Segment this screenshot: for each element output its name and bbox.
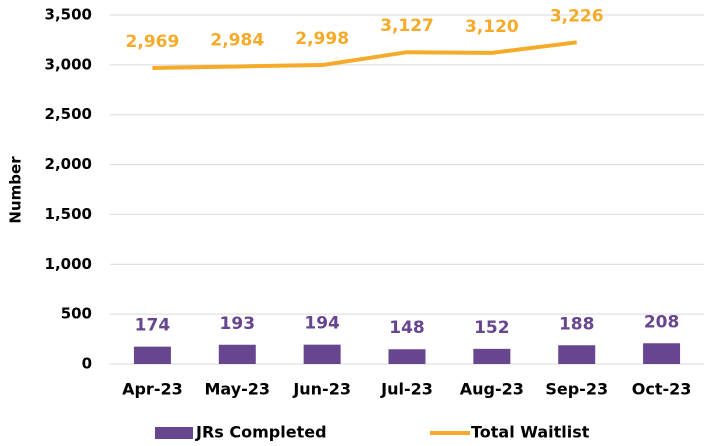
bar [388, 349, 426, 364]
y-axis-label: Number [7, 156, 25, 224]
y-tick-label: 2,000 [45, 155, 92, 173]
data-label: 208 [644, 312, 680, 332]
bar [303, 344, 341, 364]
x-tick-label: May-23 [205, 380, 271, 399]
bar [133, 346, 171, 364]
legend-label: JRs Completed [195, 423, 327, 442]
legend-swatch [155, 427, 193, 439]
data-label: 152 [474, 318, 510, 338]
y-tick-label: 0 [82, 355, 92, 373]
y-tick-label: 2,500 [45, 105, 92, 123]
bar [558, 345, 596, 364]
line [152, 40, 577, 70]
data-label: 2,969 [126, 32, 180, 52]
x-tick-label: Apr-23 [122, 380, 183, 399]
x-tick-label: Jul-23 [380, 380, 433, 399]
bar [473, 348, 511, 364]
x-tick-label: Aug-23 [460, 380, 524, 399]
data-label: 3,120 [465, 17, 519, 37]
data-label: 2,984 [210, 30, 264, 50]
y-tick-label: 1,000 [45, 255, 92, 273]
data-label: 194 [304, 314, 340, 334]
x-tick-label: Jun-23 [292, 380, 351, 399]
y-tick-label: 3,500 [45, 6, 92, 24]
bar [643, 343, 681, 364]
data-label: 2,998 [295, 29, 349, 49]
data-label: 188 [559, 314, 595, 334]
y-tick-label: 500 [61, 305, 92, 323]
legend-label: Total Waitlist [471, 423, 590, 442]
y-tick-label: 1,500 [45, 205, 92, 223]
bar [218, 344, 256, 364]
data-label: 3,127 [380, 16, 434, 36]
y-tick-label: 3,000 [45, 55, 92, 73]
data-label: 148 [389, 318, 425, 338]
data-label: 3,226 [550, 6, 604, 26]
data-label: 193 [220, 314, 256, 334]
x-tick-label: Sep-23 [545, 380, 608, 399]
data-label: 174 [135, 316, 171, 336]
x-tick-label: Oct-23 [632, 380, 692, 399]
